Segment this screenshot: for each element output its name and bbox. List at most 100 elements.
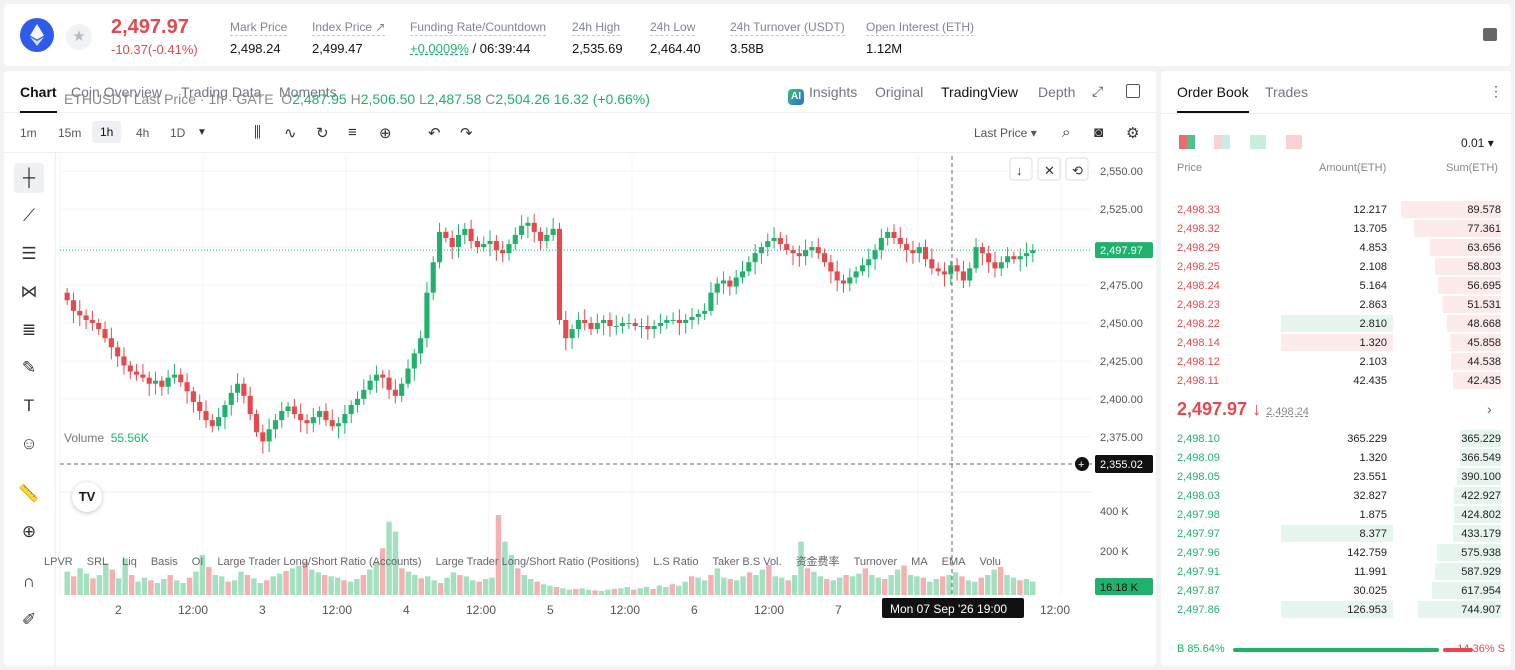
- zoom-in-icon[interactable]: ⊕: [21, 522, 37, 541]
- interval-1m[interactable]: 1m: [20, 126, 37, 140]
- indicator-8[interactable]: Taker B.S Vol.: [712, 556, 782, 568]
- trendline-icon[interactable]: ⟋: [23, 206, 35, 225]
- crosshair-time-tag: [882, 598, 1024, 618]
- tab-trading-data[interactable]: Trading Data: [181, 84, 262, 100]
- candle-type-icon[interactable]: ⫼: [254, 124, 261, 141]
- search-icon[interactable]: ⌕: [1062, 124, 1071, 141]
- bid-row[interactable]: 2,497.96 142.759 575.938: [1161, 543, 1511, 562]
- volume-bar: [656, 585, 663, 595]
- bid-row[interactable]: 2,498.10 365.229 365.229: [1161, 429, 1511, 448]
- add-indicator-icon[interactable]: ⊕: [379, 125, 392, 142]
- indicator-13[interactable]: Volu: [979, 556, 1001, 568]
- add-alert-plus: +: [1078, 459, 1084, 471]
- candle-body: [537, 231, 544, 242]
- ask-row[interactable]: 2,498.29 4.853 63.656: [1161, 238, 1511, 257]
- magnet-icon[interactable]: ∩: [22, 572, 36, 591]
- indicator-0[interactable]: LPVR: [44, 556, 73, 568]
- indicator-10[interactable]: Turnover: [853, 556, 898, 568]
- bid-row[interactable]: 2,498.03 32.827 422.927: [1161, 486, 1511, 505]
- indicator-4[interactable]: OI: [191, 556, 204, 568]
- ask-row[interactable]: 2,498.32 13.705 77.361: [1161, 219, 1511, 238]
- indicator-2[interactable]: Liq: [122, 556, 137, 568]
- ask-row[interactable]: 2,498.23 2.863 51.531: [1161, 295, 1511, 314]
- tab-tradingview[interactable]: TradingView: [941, 84, 1019, 100]
- chevron-right-icon[interactable]: ›: [1487, 401, 1492, 417]
- camera-icon[interactable]: ◙: [1094, 124, 1104, 141]
- bid-row[interactable]: 2,497.87 30.025 617.954: [1161, 581, 1511, 600]
- indicator-7[interactable]: L.S Ratio: [653, 556, 699, 568]
- interval-1h[interactable]: 1h: [92, 121, 122, 143]
- replay-icon[interactable]: ↻: [316, 125, 329, 142]
- volume-bar: [669, 584, 676, 595]
- ask-row[interactable]: 2,498.33 12.217 89.578: [1161, 200, 1511, 219]
- tab-depth[interactable]: Depth: [1038, 84, 1076, 100]
- bid-row[interactable]: 2,497.97 8.377 433.179: [1161, 524, 1511, 543]
- tab-order-book[interactable]: Order Book: [1177, 84, 1249, 113]
- indicator-11[interactable]: MA: [911, 556, 928, 568]
- tab-chart[interactable]: Chart: [20, 84, 57, 113]
- indicator-5[interactable]: Large Trader Long/Short Ratio (Accounts): [217, 556, 422, 568]
- expand-icon[interactable]: ⤢: [1092, 83, 1104, 99]
- ask-row[interactable]: 2,498.12 2.103 44.538: [1161, 352, 1511, 371]
- volume-bar: [424, 576, 431, 595]
- fullscreen-icon[interactable]: [1126, 84, 1140, 98]
- indicators-icon[interactable]: ∿: [284, 125, 297, 142]
- pattern-icon[interactable]: ⋈: [20, 282, 38, 301]
- volume-bar: [289, 568, 296, 595]
- interval-4h[interactable]: 4h: [136, 126, 150, 140]
- insights-button[interactable]: AI Insights: [788, 84, 857, 105]
- bid-row[interactable]: 2,497.91 11.991 587.929: [1161, 562, 1511, 581]
- price-chart[interactable]: 2,550.002,525.002,500.002,475.002,450.00…: [0, 0, 1160, 670]
- stat-index-price[interactable]: Index Price ↗ 2,499.47: [312, 20, 386, 56]
- redo-icon[interactable]: ↷: [460, 125, 473, 142]
- tab-moments[interactable]: Moments: [279, 84, 337, 100]
- collapse-icon: ✕: [1044, 163, 1055, 178]
- ask-row[interactable]: 2,498.11 42.435 42.435: [1161, 371, 1511, 390]
- candle-body: [544, 234, 550, 242]
- price-tick-label: 2,475.00: [1100, 280, 1143, 292]
- interval-dropdown-icon[interactable]: ▼: [197, 127, 207, 138]
- price-type-select[interactable]: Last Price ▾: [974, 126, 1037, 140]
- indicator-12[interactable]: EMA: [941, 556, 966, 568]
- precision-select[interactable]: 0.01 ▾: [1461, 136, 1494, 150]
- horizontal-lines-icon[interactable]: ☰: [21, 244, 37, 263]
- bid-row[interactable]: 2,498.09 1.320 366.549: [1161, 448, 1511, 467]
- bid-row[interactable]: 2,497.86 126.953 744.907: [1161, 600, 1511, 619]
- indicator-9[interactable]: 资金费率: [795, 556, 840, 568]
- ask-row[interactable]: 2,498.24 5.164 56.695: [1161, 276, 1511, 295]
- templates-icon[interactable]: ≡: [348, 124, 357, 141]
- bid-row[interactable]: 2,498.05 23.551 390.100: [1161, 467, 1511, 486]
- tab-trades[interactable]: Trades: [1265, 84, 1309, 100]
- indicator-1[interactable]: SRL: [86, 556, 109, 568]
- volume-bar: [811, 571, 817, 595]
- tab-coin-overview[interactable]: Coin Overview: [71, 84, 163, 100]
- candle-body: [178, 374, 184, 383]
- favorite-star-icon[interactable]: ★: [66, 24, 92, 50]
- ruler-icon[interactable]: 📏: [18, 484, 40, 503]
- fib-icon[interactable]: ≣: [21, 320, 37, 339]
- tab-original[interactable]: Original: [875, 84, 924, 100]
- interval-1d[interactable]: 1D: [170, 126, 186, 140]
- book-split-icon[interactable]: [1214, 135, 1230, 149]
- emoji-icon[interactable]: ☺: [20, 434, 38, 453]
- text-icon[interactable]: T: [23, 396, 35, 415]
- volume-bar: [766, 565, 772, 595]
- bid-row[interactable]: 2,497.98 1.875 424.802: [1161, 505, 1511, 524]
- indicator-6[interactable]: Large Trader Long/Short Ratio (Positions…: [435, 556, 640, 568]
- book-both-icon[interactable]: [1179, 135, 1195, 149]
- brush-icon[interactable]: ✎: [21, 358, 37, 377]
- book-bids-icon[interactable]: [1250, 135, 1266, 149]
- ask-row[interactable]: 2,498.22 2.810 48.668: [1161, 314, 1511, 333]
- interval-15m[interactable]: 15m: [58, 126, 82, 140]
- undo-icon[interactable]: ↶: [428, 125, 441, 142]
- indicator-3[interactable]: Basis: [150, 556, 178, 568]
- book-icon[interactable]: [1483, 28, 1497, 41]
- more-icon[interactable]: ⋮: [1489, 83, 1503, 99]
- ask-row[interactable]: 2,498.14 1.320 45.858: [1161, 333, 1511, 352]
- book-asks-icon[interactable]: [1286, 135, 1302, 149]
- crosshair-icon[interactable]: ┼: [14, 163, 44, 193]
- tradingview-logo[interactable]: TV: [72, 482, 102, 512]
- pencil-lock-icon[interactable]: ✐: [21, 610, 37, 629]
- ask-row[interactable]: 2,498.25 2.108 58.803: [1161, 257, 1511, 276]
- settings-icon[interactable]: ⚙: [1126, 125, 1140, 142]
